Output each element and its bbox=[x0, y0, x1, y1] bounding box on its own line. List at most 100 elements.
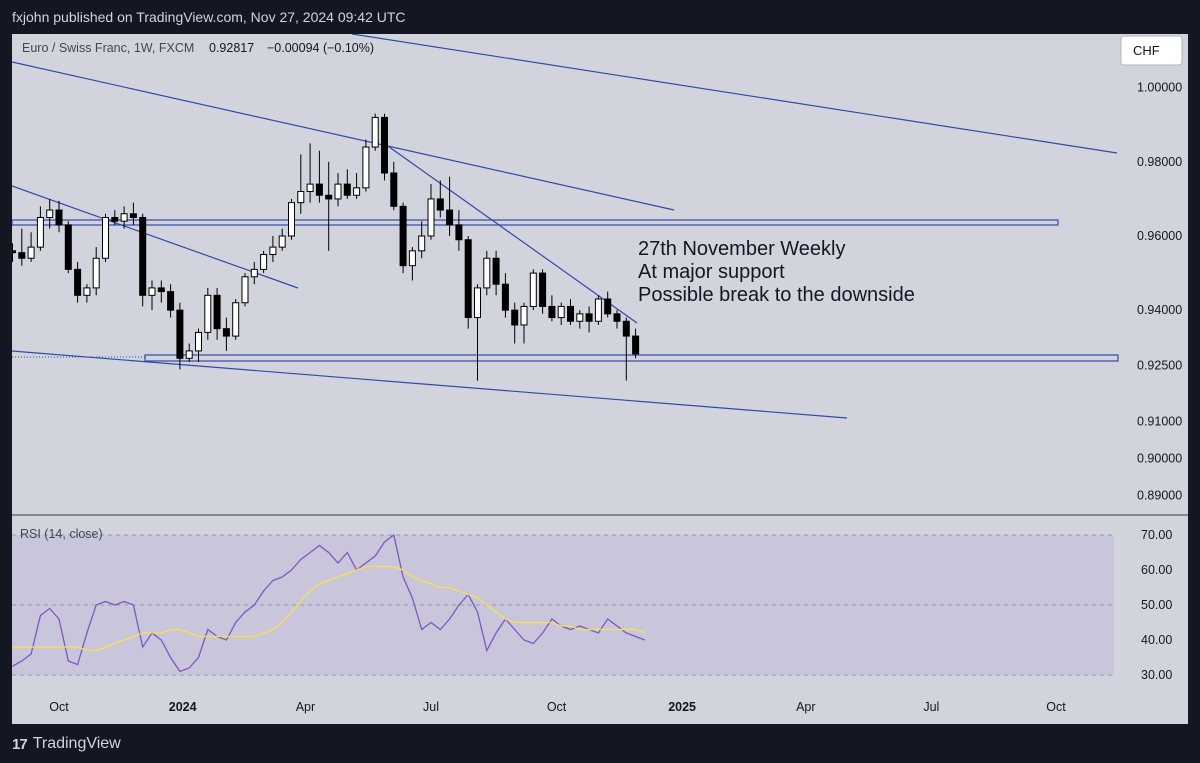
candle-body-down bbox=[157, 287, 165, 293]
time-axis[interactable]: Oct 2024 Apr Jul Oct 2025 Apr Jul Oct bbox=[49, 700, 1066, 714]
candle bbox=[139, 213, 147, 307]
chart-canvas[interactable]: Euro / Swiss Franc, 1W, FXCM 0.92817 −0.… bbox=[12, 34, 1188, 724]
publisher-line: fxjohn published on TradingView.com, Nov… bbox=[12, 9, 406, 25]
candle-body-down bbox=[492, 257, 500, 285]
candle-body-up bbox=[288, 202, 295, 237]
rsi-lines bbox=[12, 533, 646, 673]
candle-body-down bbox=[222, 328, 230, 337]
candle-body-down bbox=[315, 183, 323, 196]
candle-body-up bbox=[520, 305, 528, 326]
candle bbox=[567, 299, 574, 325]
candle-body-down bbox=[511, 309, 519, 326]
candle-body-up bbox=[278, 235, 286, 248]
symbol-legend[interactable]: Euro / Swiss Franc, 1W, FXCM bbox=[22, 41, 194, 55]
candle-body-up bbox=[120, 213, 128, 222]
candle bbox=[288, 198, 295, 240]
price-tick-label: 0.96000 bbox=[1137, 229, 1182, 243]
candle bbox=[436, 180, 444, 218]
candle bbox=[315, 150, 323, 203]
price-tick-label: 0.91000 bbox=[1137, 414, 1182, 428]
candle-body-down bbox=[613, 313, 621, 322]
candle bbox=[632, 328, 640, 359]
time-tick-label: 2025 bbox=[668, 700, 696, 714]
candle bbox=[64, 221, 72, 274]
candle bbox=[297, 154, 305, 214]
candle-body-up bbox=[46, 209, 54, 218]
candle-body-down bbox=[436, 198, 444, 211]
candle-body-down bbox=[167, 291, 175, 311]
candle-body-down bbox=[74, 268, 82, 296]
candle bbox=[511, 302, 519, 344]
time-tick-label: 2024 bbox=[169, 700, 197, 714]
candle bbox=[111, 210, 119, 225]
candle bbox=[129, 202, 137, 225]
candle-body-up bbox=[260, 254, 268, 270]
candle-body-down bbox=[567, 305, 574, 322]
candle bbox=[185, 343, 193, 363]
candle-body-up bbox=[474, 287, 481, 319]
annotation-text[interactable]: 27th November Weekly At major support Po… bbox=[638, 238, 915, 306]
rsi-band-fill bbox=[12, 535, 1114, 675]
time-tick-label: Apr bbox=[296, 700, 315, 714]
trendline-descending[interactable] bbox=[384, 143, 638, 324]
candle bbox=[12, 243, 16, 262]
candle-body-down bbox=[539, 272, 547, 307]
candle bbox=[604, 291, 612, 318]
time-tick-label: Oct bbox=[1046, 700, 1066, 714]
candle bbox=[381, 113, 388, 181]
rsi-legend[interactable]: RSI (14, close) bbox=[20, 527, 103, 541]
candle bbox=[520, 302, 528, 344]
candle-body-up bbox=[195, 331, 202, 352]
rsi-tick-label: 30.00 bbox=[1141, 668, 1172, 682]
candle-body-up bbox=[232, 302, 240, 337]
rsi-band bbox=[12, 534, 1114, 676]
chart-area[interactable]: Euro / Swiss Franc, 1W, FXCM 0.92817 −0.… bbox=[12, 34, 1188, 724]
price-tick-label: 1.00000 bbox=[1137, 81, 1182, 95]
currency-button-box[interactable] bbox=[1120, 35, 1183, 66]
price-axis[interactable]: 1.00000 0.98000 0.96000 0.94000 0.92500 0.910… bbox=[1137, 81, 1182, 503]
candle bbox=[36, 206, 44, 251]
rsi-moving-average bbox=[12, 565, 646, 652]
candle bbox=[492, 250, 500, 296]
candle bbox=[306, 143, 314, 203]
candle bbox=[250, 261, 258, 285]
drawings[interactable] bbox=[12, 34, 1119, 419]
price-tick-label: 0.89000 bbox=[1137, 488, 1182, 502]
candle-body-up bbox=[92, 257, 100, 289]
price-tick-label: 0.90000 bbox=[1137, 451, 1182, 465]
rsi-tick-label: 40.00 bbox=[1141, 633, 1172, 647]
time-tick-label: Jul bbox=[923, 700, 939, 714]
tradingview-logo[interactable]: 17 TradingView bbox=[12, 735, 121, 753]
trendline-lower-channel[interactable] bbox=[12, 350, 848, 419]
price-change: −0.00094 (−0.10%) bbox=[267, 41, 374, 55]
support-zone[interactable] bbox=[144, 354, 1119, 362]
candles bbox=[12, 113, 640, 381]
trendline-resistance-short[interactable] bbox=[12, 185, 299, 289]
candle-body-down bbox=[213, 294, 221, 330]
candle bbox=[260, 250, 268, 274]
trendline-upper-channel[interactable] bbox=[351, 34, 1118, 154]
candle-body-up bbox=[334, 183, 342, 200]
currency-button-label[interactable]: CHF bbox=[1133, 43, 1160, 58]
candle bbox=[427, 184, 435, 240]
trendline-resistance-long[interactable] bbox=[12, 61, 675, 211]
candle bbox=[269, 236, 277, 262]
candle bbox=[278, 228, 286, 251]
candle bbox=[539, 269, 547, 314]
resistance-zone[interactable] bbox=[12, 219, 1059, 226]
candle bbox=[55, 200, 63, 233]
candle-body-up bbox=[483, 257, 491, 289]
candle-body-up bbox=[27, 246, 35, 259]
candle-body-up bbox=[102, 216, 109, 259]
tradingview-brand: TradingView bbox=[32, 735, 121, 752]
annotation-line-1: 27th November Weekly bbox=[638, 238, 846, 260]
currency-button[interactable]: CHF bbox=[1120, 35, 1183, 66]
candle-body-up bbox=[204, 294, 212, 333]
time-tick-label: Oct bbox=[547, 700, 567, 714]
candle bbox=[83, 284, 91, 303]
candle bbox=[622, 317, 630, 381]
rsi-axis[interactable]: 70.00 60.00 50.00 40.00 30.00 bbox=[1141, 528, 1172, 682]
candle-body-down bbox=[632, 335, 640, 355]
candle bbox=[483, 250, 491, 296]
candle-body-up bbox=[362, 146, 370, 189]
